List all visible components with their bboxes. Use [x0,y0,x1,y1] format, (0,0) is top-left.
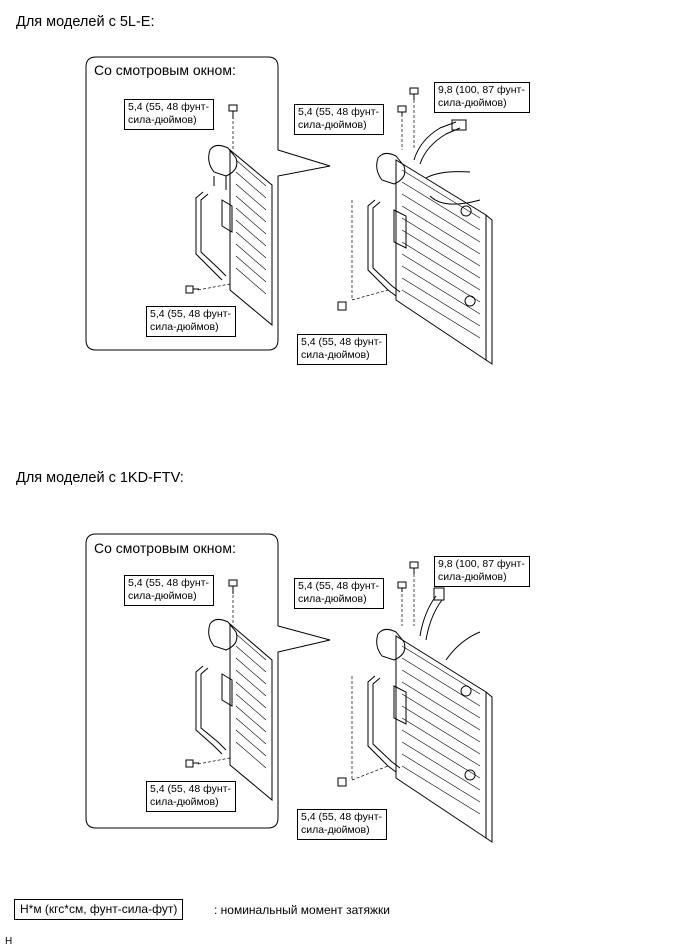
main-condenser-1 [351,100,493,365]
inset-condenser-1 [195,116,273,327]
inset-bolt-bottom-1 [185,285,199,294]
main-bolt-mid-2 [397,581,407,592]
inset-frame-2 [85,533,331,829]
section-2-inset-callout-top: 5,4 (55, 48 фунт- сила-дюймов) [124,575,214,606]
main-condenser-2 [351,574,493,843]
inset-frame-1 [85,56,331,351]
main-bolt-mid-1 [397,105,407,116]
section-1-inset-callout-top: 5,4 (55, 48 фунт- сила-дюймов) [124,99,214,130]
inset-bolt-top-1 [228,104,238,119]
torque-legend-description: : номинальный момент затяжки [214,903,390,917]
section-2-heading: Для моделей с 1KD-FTV: [16,470,184,486]
section-1-inset-title: Со смотровым окном: [94,62,236,78]
section-2-inset-title: Со смотровым окном: [94,540,236,556]
section-1-art [85,56,493,365]
section-2-main-callout-mid: 5,4 (55, 48 фунт- сила-дюймов) [294,578,384,609]
section-1-main-callout-bottom: 5,4 (55, 48 фунт- сила-дюймов) [297,334,387,365]
section-1-heading: Для моделей с 5L-E: [16,14,155,30]
main-bolt-bottom-2 [337,777,347,787]
main-bolt-top-2 [409,561,419,574]
inset-condenser-2 [195,590,273,802]
section-1-inset-callout-bottom: 5,4 (55, 48 фунт- сила-дюймов) [146,306,236,337]
section-2-art [85,533,493,843]
main-bolt-top-1 [409,87,419,100]
main-bolt-bottom-1 [337,301,347,311]
section-1-main-callout-mid: 5,4 (55, 48 фунт- сила-дюймов) [294,104,384,135]
section-1-main-callout-top: 9,8 (100, 87 фунт- сила-дюймов) [434,82,530,113]
inset-bolt-top-2 [228,579,238,594]
section-2-inset-callout-bottom: 5,4 (55, 48 фунт- сила-дюймов) [146,781,236,812]
inset-bolt-bottom-2 [185,759,199,768]
footer-mark: H [5,936,13,947]
section-2-main-callout-bottom: 5,4 (55, 48 фунт- сила-дюймов) [297,809,387,840]
section-2-main-callout-top: 9,8 (100, 87 фунт- сила-дюймов) [434,556,530,587]
torque-unit-legend-box: Н*м (кгс*см, фунт-сила-фут) [14,899,184,920]
